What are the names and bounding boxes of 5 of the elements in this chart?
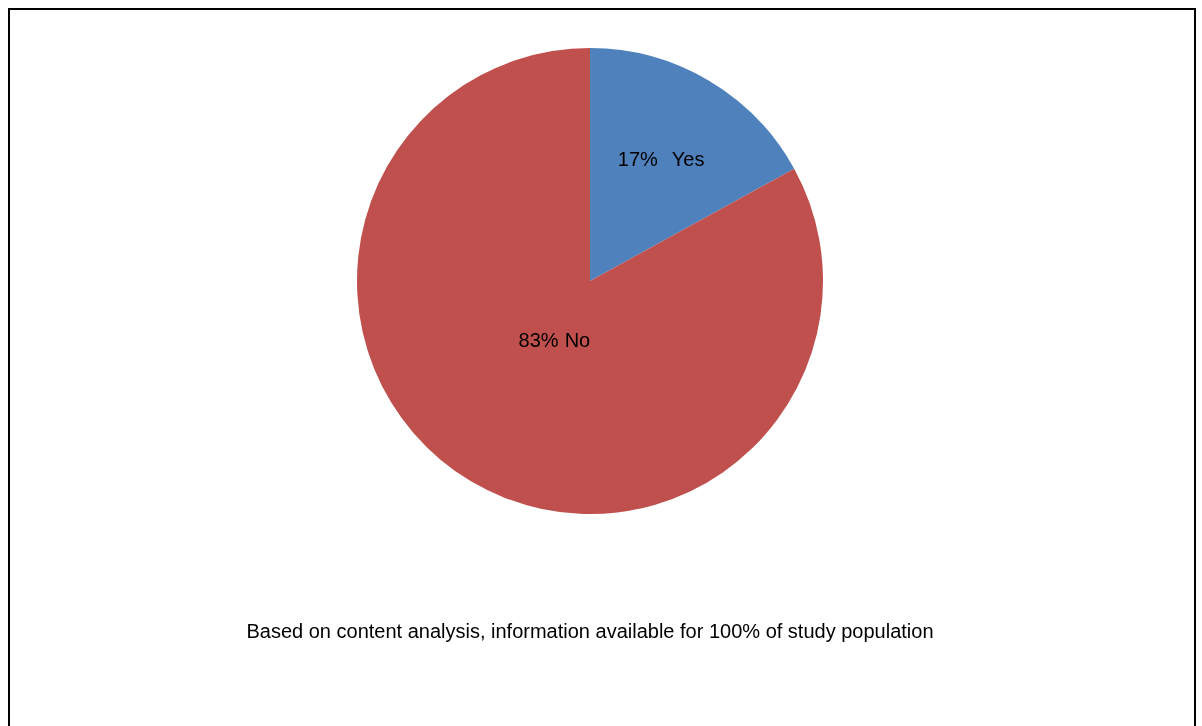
slice-label: No <box>564 328 591 351</box>
slice-label: Yes <box>671 148 705 171</box>
data-label: 83% <box>518 328 559 351</box>
text: Based on content analysis, information available for 100% of study population <box>245 620 935 643</box>
data-label: 17% <box>617 148 659 171</box>
